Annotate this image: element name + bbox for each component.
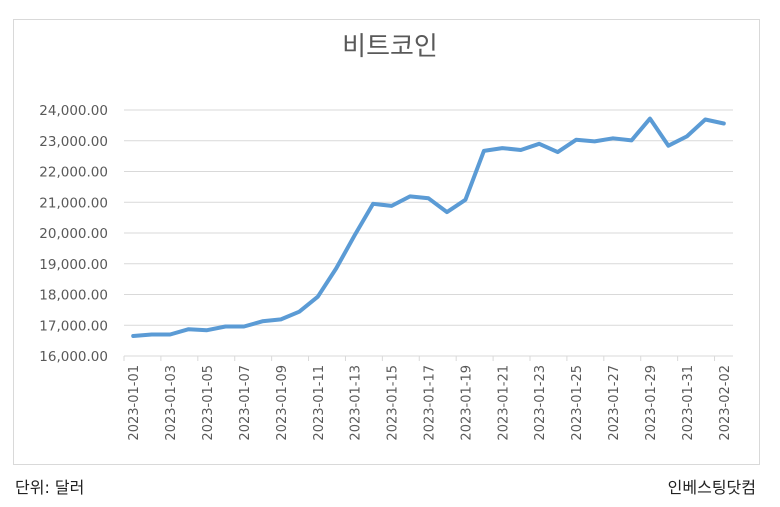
gridlines [124,109,733,326]
y-tick-label: 24,000.00 [39,103,108,119]
unit-note: 단위: 달러 [15,478,85,497]
x-tick-label: 2023-01-07 [238,365,253,441]
x-tick-label: 2023-01-09 [275,365,290,441]
y-tick-label: 16,000.00 [39,349,108,365]
x-tick-label: 2023-01-19 [459,365,474,441]
x-tick-label: 2023-01-25 [570,365,585,441]
x-tick-label: 2023-01-31 [681,365,696,441]
x-tick-label: 2023-01-27 [607,365,622,441]
x-tick-label: 2023-01-13 [349,365,364,441]
x-tick-label: 2023-01-03 [164,365,179,441]
x-tick-label: 2023-01-15 [386,365,401,441]
y-tick-label: 18,000.00 [39,288,108,304]
x-tick-label: 2023-01-21 [496,365,511,441]
y-tick-label: 20,000.00 [39,226,108,242]
x-axis [123,355,733,361]
x-tick-label: 2023-01-17 [423,365,438,441]
x-tick-label: 2023-01-11 [312,365,327,441]
source-note: 인베스팅닷컴 [667,478,756,497]
x-axis-labels: 2023-01-01 2023-01-03 2023-01-05 2023-01-07… [127,365,733,441]
y-tick-label: 23,000.00 [39,134,108,150]
price-line [131,116,726,338]
y-axis-labels: 16,000.00 17,000.00 18,000.00 19,000.00 20,0… [39,103,108,365]
y-tick-label: 19,000.00 [39,257,108,273]
x-tick-label: 2023-01-23 [533,365,548,441]
x-tick-label: 2023-01-29 [644,365,659,441]
x-tick-label: 2023-02-02 [718,365,733,441]
x-tick-label: 2023-01-01 [127,365,142,441]
x-tick-label: 2023-01-05 [201,365,216,441]
y-tick-label: 21,000.00 [39,195,108,211]
chart-title: 비트코인 [342,32,438,62]
y-tick-label: 17,000.00 [39,318,108,334]
y-tick-label: 22,000.00 [39,165,108,181]
chart-frame [13,19,760,465]
